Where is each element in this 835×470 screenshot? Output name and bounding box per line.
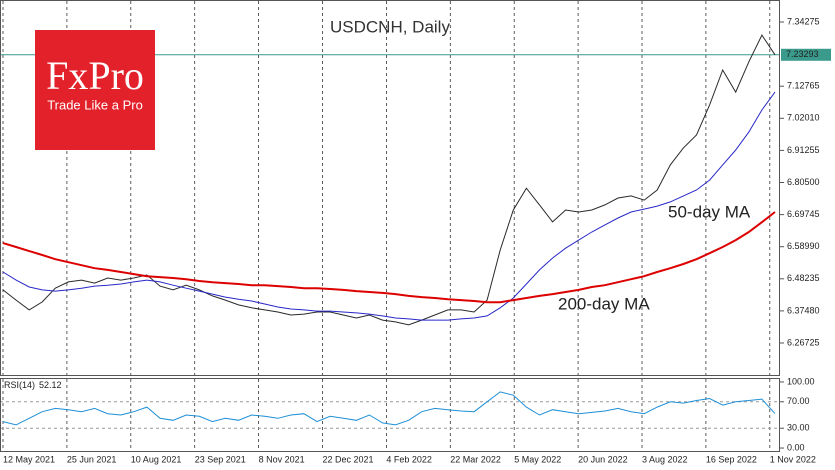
series-line — [2, 34, 776, 326]
current-price-label: 7.23293 — [786, 49, 819, 59]
x-tick-label: 25 Jun 2021 — [67, 454, 117, 464]
rsi-label: RSI(14) 52.12 — [4, 380, 62, 390]
rsi-name: RSI(14) — [4, 380, 35, 390]
y-tick-label: 6.48235 — [787, 273, 820, 283]
x-tick-label: 16 Sep 2022 — [706, 454, 757, 464]
x-tick-label: 1 Nov 2022 — [770, 454, 816, 464]
series-line — [2, 211, 776, 304]
y-tick-label: 7.02010 — [787, 113, 820, 123]
x-tick-label: 8 Nov 2021 — [259, 454, 305, 464]
y-tick-label: 30.00 — [787, 423, 810, 433]
current-price-box — [781, 48, 831, 61]
y-tick-label: 0.00 — [787, 442, 805, 452]
x-tick-label: 3 Aug 2022 — [642, 454, 688, 464]
y-tick-label: 7.12765 — [787, 81, 820, 91]
x-tick-label: 22 Dec 2021 — [323, 454, 374, 464]
y-tick-label: 7.34275 — [787, 16, 820, 26]
y-tick-label: 6.91255 — [787, 145, 820, 155]
y-tick-label: 6.26725 — [787, 337, 820, 347]
series-label: 200-day MA — [558, 294, 650, 313]
x-tick-label: 4 Feb 2022 — [386, 454, 432, 464]
y-tick-label: 6.69745 — [787, 209, 820, 219]
rsi-value: 52.12 — [39, 380, 62, 390]
main-frame — [0, 0, 780, 376]
logo-brand: FxPro — [46, 53, 144, 98]
y-tick-label: 6.37480 — [787, 305, 820, 315]
series-line — [2, 391, 776, 426]
x-tick-label: 23 Sep 2021 — [195, 454, 246, 464]
y-tick-label: 6.58990 — [787, 241, 820, 251]
y-tick-label: 70.00 — [787, 396, 810, 406]
logo-tagline: Trade Like a Pro — [47, 97, 143, 112]
y-tick-label: 6.80500 — [787, 177, 820, 187]
x-tick-label: 10 Aug 2021 — [131, 454, 182, 464]
x-tick-label: 12 May 2021 — [3, 454, 55, 464]
x-tick-label: 5 May 2022 — [514, 454, 561, 464]
series-label: 50-day MA — [668, 202, 751, 221]
x-tick-label: 22 Mar 2022 — [450, 454, 501, 464]
chart-title: USDCNH, Daily — [330, 17, 450, 36]
y-tick-label: 100.00 — [787, 376, 815, 386]
logo-box — [35, 30, 155, 150]
rsi-frame — [0, 378, 780, 452]
x-tick-label: 20 Jun 2022 — [578, 454, 628, 464]
series-line — [2, 91, 776, 321]
